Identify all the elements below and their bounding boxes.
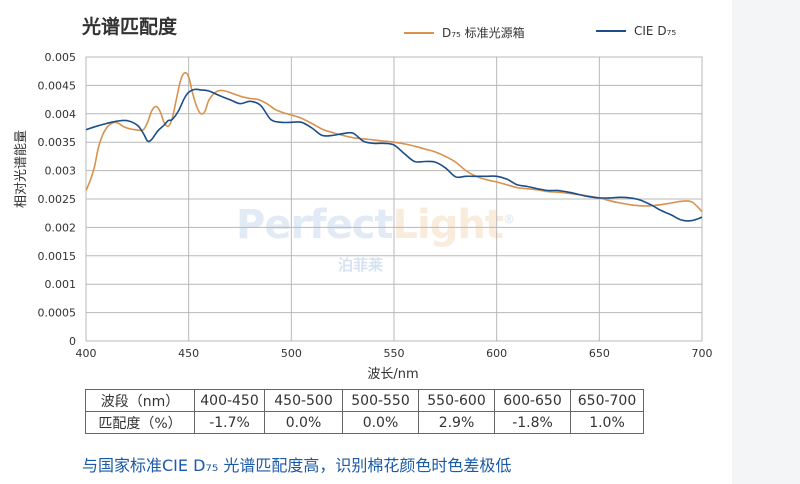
match-table: 波段（nm） 400-450 450-500 500-550 550-600 6… — [85, 389, 644, 434]
band-cell: 550-600 — [419, 390, 495, 412]
x-tick-label: 400 — [76, 347, 97, 360]
y-tick-label: 0.0025 — [38, 193, 77, 206]
x-tick-label: 650 — [589, 347, 610, 360]
footer-note: 与国家标准CIE D₇₅ 光谱匹配度高，识别棉花颜色时色差极低 — [82, 452, 511, 476]
table-row-match: 匹配度（%） -1.7% 0.0% 0.0% 2.9% -1.8% 1.0% — [86, 412, 644, 434]
match-cell: -1.7% — [195, 412, 265, 434]
row-header-band: 波段（nm） — [86, 390, 195, 412]
y-tick-label: 0.0015 — [38, 250, 77, 263]
y-tick-label: 0.001 — [45, 278, 77, 291]
x-tick-label: 550 — [384, 347, 405, 360]
y-tick-label: 0.0035 — [38, 136, 77, 149]
y-tick-label: 0.003 — [45, 165, 77, 178]
x-axis-label: 波长/nm — [367, 367, 418, 382]
match-cell: 2.9% — [419, 412, 495, 434]
row-header-match: 匹配度（%） — [86, 412, 195, 434]
band-cell: 650-700 — [571, 390, 644, 412]
y-tick-label: 0.0005 — [38, 307, 77, 320]
y-tick-label: 0.002 — [45, 221, 77, 234]
match-cell: -1.8% — [495, 412, 571, 434]
x-tick-label: 450 — [178, 347, 199, 360]
band-cell: 500-550 — [343, 390, 419, 412]
band-cell: 400-450 — [195, 390, 265, 412]
grid-layer — [86, 57, 702, 341]
y-tick-label: 0.0045 — [38, 79, 77, 92]
y-tick-label: 0.005 — [45, 51, 77, 64]
match-cell: 0.0% — [265, 412, 343, 434]
table-row-bands: 波段（nm） 400-450 450-500 500-550 550-600 6… — [86, 390, 644, 412]
x-tick-label: 600 — [486, 347, 507, 360]
x-tick-label: 500 — [281, 347, 302, 360]
tick-label-layer: 00.00050.0010.00150.0020.00250.0030.0035… — [38, 51, 713, 360]
x-tick-label: 700 — [692, 347, 713, 360]
band-cell: 450-500 — [265, 390, 343, 412]
match-cell: 1.0% — [571, 412, 644, 434]
y-tick-label: 0.004 — [45, 108, 77, 121]
match-cell: 0.0% — [343, 412, 419, 434]
band-cell: 600-650 — [495, 390, 571, 412]
